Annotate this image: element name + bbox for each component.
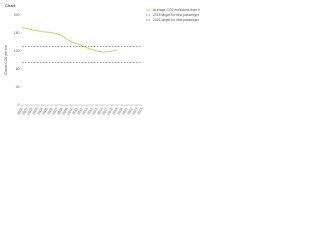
x-tick-label: 2007 (51, 107, 58, 116)
x-tick-label: 2000 (16, 107, 23, 116)
chart: Chart Grams CO2 per km 0 40 80 120 160 200 200… (4, 3, 200, 116)
x-tick-label: 2012 (76, 107, 83, 116)
x-tick-label: 2009 (61, 107, 68, 116)
page: {"chart_data":{"type":"line","title":"Ch… (0, 0, 200, 123)
x-tick-label: 2020 (116, 107, 123, 116)
legend-label: Average CO2 emissions from new passenger… (153, 8, 200, 12)
x-tick-label: 2015 (91, 107, 98, 116)
x-tick-label: 2011 (72, 107, 79, 115)
x-tick-label: 2004 (36, 107, 43, 116)
x-tick-label: 2003 (31, 107, 38, 116)
x-tick-label: 2022 (126, 107, 133, 116)
y-tick-label: 40 (16, 85, 20, 89)
x-tick-label: 2006 (46, 107, 53, 116)
x-tick-label: 2002 (26, 107, 33, 116)
y-tick-label: 0 (18, 103, 20, 107)
y-tick-label: 120 (14, 49, 20, 53)
x-tick-label: 2021 (121, 107, 128, 116)
x-tick-label: 2018 (106, 107, 113, 116)
series-line (21, 27, 118, 53)
y-tick-label: 200 (14, 13, 20, 17)
x-tick-label: 2001 (21, 107, 28, 116)
legend-label: 2015 target for new passenger cars (153, 13, 200, 17)
y-axis-label: Grams CO2 per km (4, 45, 8, 75)
x-tick-label: 2016 (96, 107, 103, 116)
x-tick-label: 2023 (131, 107, 138, 116)
x-tick-label: 2019 (111, 107, 118, 116)
x-tick-label: 2013 (81, 107, 88, 116)
x-tick-label: 2005 (41, 107, 48, 116)
chart-title: Chart (5, 3, 16, 8)
legend-label: 2021 target for new passenger cars (153, 18, 200, 22)
x-tick-label: 2010 (66, 107, 73, 116)
x-tick-label: 2024 (136, 107, 143, 116)
x-tick-label: 2017 (101, 107, 108, 116)
x-tick-label: 2008 (56, 107, 63, 116)
y-tick-label: 160 (14, 31, 20, 35)
y-tick-label: 80 (16, 67, 20, 71)
x-tick-label: 2014 (86, 107, 93, 116)
